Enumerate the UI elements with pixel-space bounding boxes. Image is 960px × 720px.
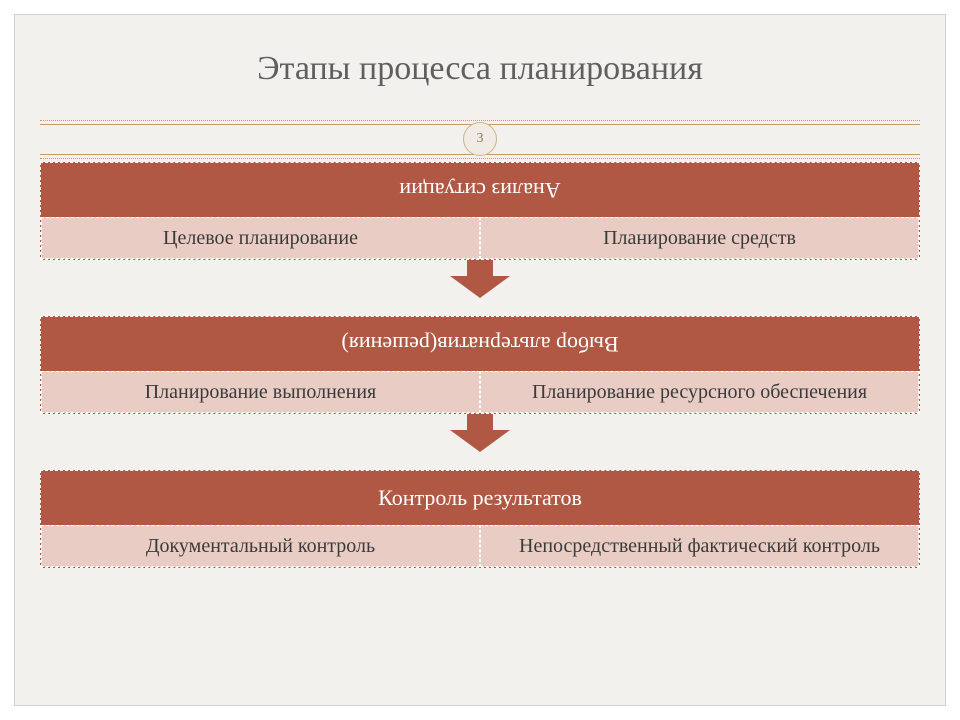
block-2-sub-right: Планирование ресурсного обеспечения: [480, 371, 919, 413]
arrow-1: [40, 260, 920, 298]
block-2-header: Выбор альтернатив(решения): [41, 317, 919, 371]
block-1-sub-right: Планирование средств: [480, 217, 919, 259]
block-3-header: Контроль результатов: [41, 471, 919, 525]
block-3-subs: Документальный контроль Непосредственный…: [41, 525, 919, 567]
block-1-header: Анализ ситуации: [41, 163, 919, 217]
block-1-sub-left: Целевое планирование: [41, 217, 480, 259]
block-2: Выбор альтернатив(решения) Планирование …: [40, 316, 920, 414]
block-3-sub-left: Документальный контроль: [41, 525, 480, 567]
page-number: 3: [477, 131, 484, 147]
block-1: Анализ ситуации Целевое планирование Пла…: [40, 162, 920, 260]
block-1-subs: Целевое планирование Планирование средст…: [41, 217, 919, 259]
flow-container: Анализ ситуации Целевое планирование Пла…: [40, 162, 920, 680]
block-2-sub-left: Планирование выполнения: [41, 371, 480, 413]
arrow-2: [40, 414, 920, 452]
block-3: Контроль результатов Документальный конт…: [40, 470, 920, 568]
rule-bottom-dotted: [40, 158, 920, 159]
rule-top-dotted: [40, 120, 920, 121]
block-3-sub-right: Непосредственный фактический контроль: [480, 525, 919, 567]
block-2-subs: Планирование выполнения Планирование рес…: [41, 371, 919, 413]
slide-title: Этапы процесса планирования: [0, 50, 960, 88]
page-number-badge: 3: [463, 122, 497, 156]
